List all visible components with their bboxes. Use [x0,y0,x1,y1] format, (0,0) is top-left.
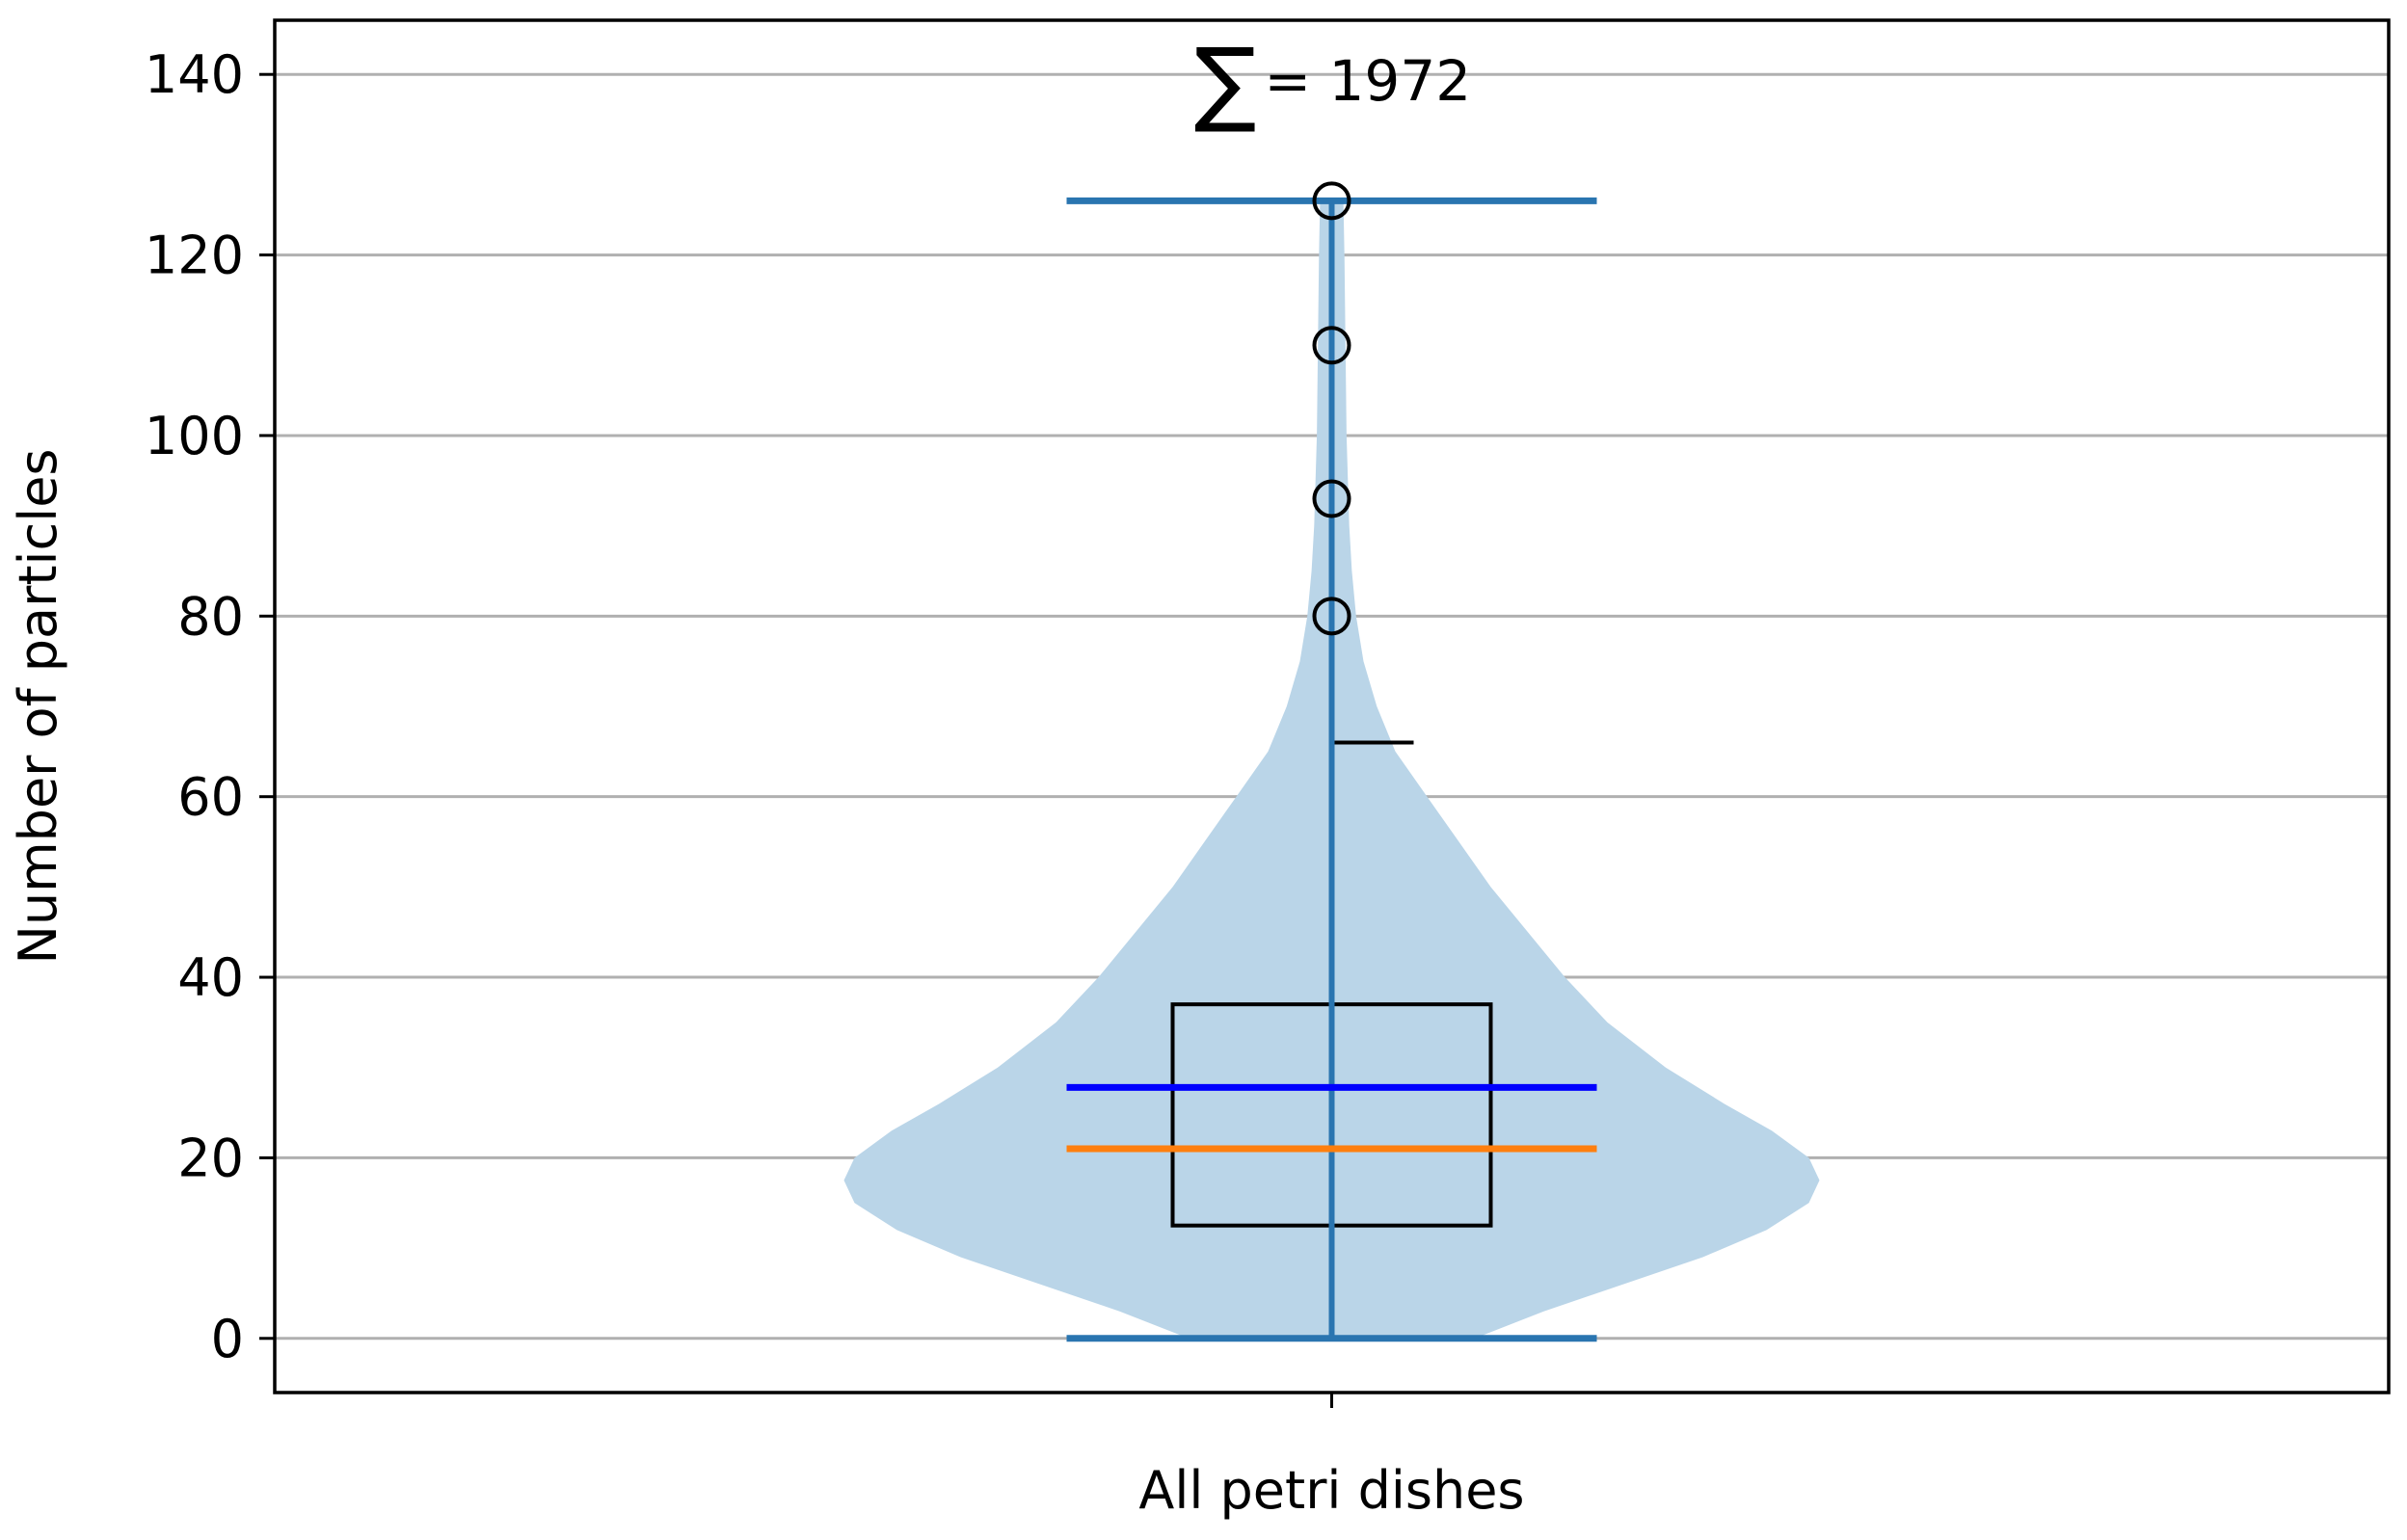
y-axis: 0 20 40 60 80 100 120 140 [145,44,275,1369]
x-axis-label: All petri dishes [1138,1460,1524,1521]
y-tick-label-40: 40 [177,947,244,1008]
sum-annotation: ∑ = 1972 [1194,28,1471,136]
outlier-point-80 [1312,597,1351,636]
y-tick-label-120: 120 [145,226,244,286]
sum-value-text: = 1972 [1265,48,1472,114]
outlier-points [1312,181,1351,636]
outlier-point-93 [1312,479,1351,518]
outlier-point-110 [1312,326,1351,365]
y-tick-label-0: 0 [211,1309,244,1369]
y-tick-label-60: 60 [177,767,244,828]
y-tick-label-80: 80 [177,586,244,647]
y-axis-label: Number of particles [8,448,68,964]
y-tick-label-100: 100 [145,406,244,466]
y-tick-label-140: 140 [145,44,244,105]
y-tick-label-20: 20 [177,1128,244,1188]
outlier-point-126 [1312,181,1351,221]
sigma-symbol: ∑ [1194,28,1257,136]
stat-lines [1066,197,1597,1342]
